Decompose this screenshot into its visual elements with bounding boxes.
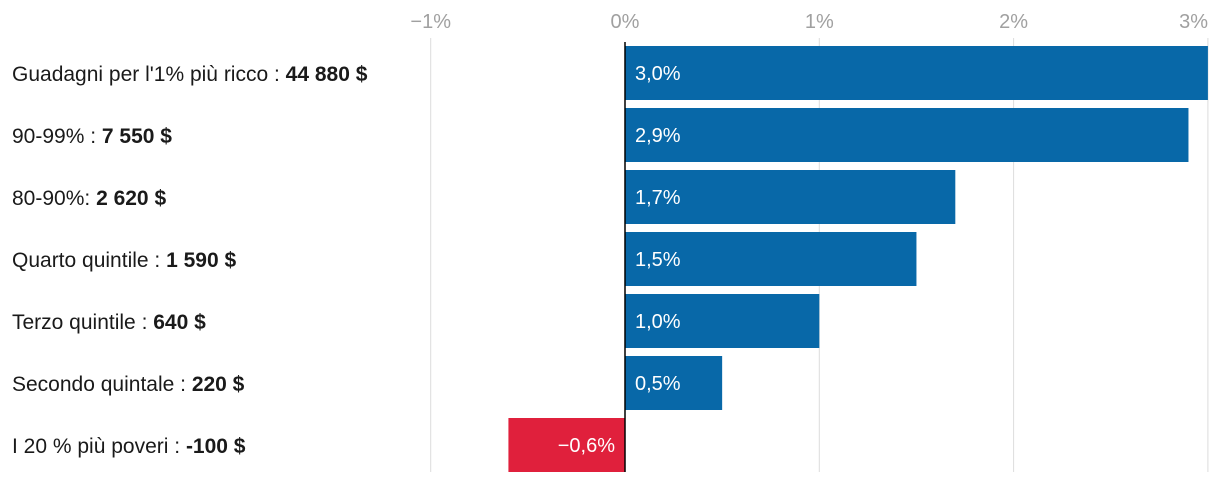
category-label: Terzo quintile : 640 $ (12, 311, 206, 334)
x-axis-ticks: −1% 0% 1% 2% 3% (410, 11, 1208, 33)
category-name: Guadagni per l'1% più ricco : (12, 63, 286, 86)
category-label: I 20 % più poveri : -100 $ (12, 435, 246, 458)
category-amount: 220 $ (192, 373, 245, 396)
category-label: 90-99% : 7 550 $ (12, 125, 172, 148)
category-amount: 7 550 $ (102, 125, 172, 148)
category-name: Quarto quintile : (12, 249, 166, 272)
category-amount: -100 $ (186, 435, 246, 458)
bar (508, 418, 625, 472)
category-amount: 1 590 $ (166, 249, 236, 272)
bar (625, 170, 956, 224)
x-tick-label: −1% (410, 11, 451, 33)
x-tick-label: 1% (805, 11, 834, 33)
category-amount: 640 $ (153, 311, 206, 334)
x-tick-label: 0% (611, 11, 640, 33)
bar-value-label: 3,0% (635, 63, 681, 85)
x-tick-label: 2% (999, 11, 1028, 33)
bar (625, 232, 917, 286)
bars: 3,0% 2,9% 1,7% 1,5% 1,0% 0,5% −0,6% (508, 46, 1208, 472)
category-name: I 20 % più poveri : (12, 435, 186, 458)
bar (625, 294, 820, 348)
category-label: Quarto quintile : 1 590 $ (12, 249, 236, 272)
bar-value-label: 1,5% (635, 249, 681, 271)
category-name: Terzo quintile : (12, 311, 153, 334)
category-label: 80-90%: 2 620 $ (12, 187, 166, 210)
bar (625, 356, 723, 410)
x-tick-label: 3% (1179, 11, 1208, 33)
bar-value-label: 0,5% (635, 373, 681, 395)
category-labels: Guadagni per l'1% più ricco : 44 880 $ 90… (12, 63, 368, 458)
category-amount: 2 620 $ (96, 187, 166, 210)
category-name: 80-90%: (12, 187, 96, 210)
category-name: 90-99% : (12, 125, 102, 148)
bar-value-label: 1,7% (635, 187, 681, 209)
bar-value-label: −0,6% (558, 435, 615, 457)
bar-value-label: 1,0% (635, 311, 681, 333)
bar (625, 108, 1189, 162)
category-amount: 44 880 $ (286, 63, 368, 86)
category-name: Secondo quintale : (12, 373, 192, 396)
category-label: Secondo quintale : 220 $ (12, 373, 245, 396)
bar (625, 46, 1208, 100)
category-label: Guadagni per l'1% più ricco : 44 880 $ (12, 63, 368, 86)
bar-value-label: 2,9% (635, 125, 681, 147)
